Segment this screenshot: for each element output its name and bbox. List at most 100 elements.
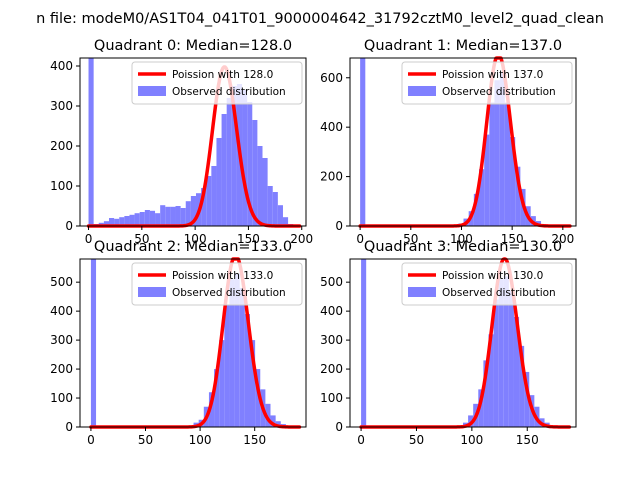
quadrant-2-ytick-label-4: 400 (50, 304, 73, 318)
quadrant-1-bin-9 (499, 72, 505, 226)
quadrant-3-bin-6 (483, 360, 489, 427)
quadrant-0-bin-0 (88, 58, 94, 226)
quadrant-0-bin-13 (155, 213, 161, 226)
quadrant-2-xtick-label-3: 150 (243, 433, 266, 447)
quadrant-0-bin-9 (134, 213, 140, 226)
quadrant-0-bin-7 (124, 216, 130, 226)
quadrant-3-xtick-label-3: 150 (516, 433, 539, 447)
quadrant-1-bin-0 (360, 58, 366, 226)
quadrant-1-chart: Quadrant 1: Median=137.0 0 50 100 150 200 0 200… (320, 38, 577, 246)
quadrant-3-axes-frame (349, 258, 577, 428)
quadrant-2-bin-6 (214, 369, 220, 427)
quadrant-3-title: Quadrant 3: Median=130.0 (364, 239, 562, 255)
quadrant-2-legend-box (131, 262, 303, 306)
quadrant-2-bin-9 (229, 279, 235, 427)
quadrant-0-bin-20 (190, 196, 196, 226)
quadrant-2-legend-model-label: Poission with 133.0 (172, 270, 273, 282)
quadrant-1-ytick-label-0: 0 (335, 219, 343, 233)
quadrant-2-bin-8 (224, 305, 230, 427)
quadrant-1-legend-model-label: Poission with 137.0 (442, 69, 543, 81)
quadrant-1-bin-10 (504, 102, 511, 226)
quadrant-1-title: Quadrant 1: Median=137.0 (364, 38, 562, 54)
quadrant-3-bin-10 (503, 276, 509, 427)
quadrant-1-bin-8 (494, 80, 500, 226)
quadrant-2-ytick-label-1: 100 (50, 391, 73, 405)
quadrant-1-legend-observed-swatch (408, 86, 436, 96)
quadrant-0-ytick-label-3: 300 (50, 99, 73, 113)
quadrant-1-bin-4 (473, 193, 480, 226)
quadrant-2-bin-11 (239, 287, 245, 427)
quadrant-3-bin-5 (478, 389, 484, 427)
quadrant-3-xtick-label-0: 0 (357, 433, 365, 447)
quadrant-0-ytick-label-4: 400 (50, 59, 73, 73)
quadrant-1-ytick-label-2: 400 (320, 120, 343, 134)
quadrant-3-bin-9 (498, 279, 504, 427)
quadrant-2-bin-18 (275, 421, 281, 427)
quadrant-3-bin-3 (468, 415, 474, 427)
quadrant-0-bin-37 (277, 205, 283, 226)
quadrant-0-xtick-label-0: 0 (85, 232, 93, 246)
quadrant-3-ytick-label-1: 100 (320, 391, 343, 405)
quadrant-3-chart: Quadrant 3: Median=130.0 0 50 100 150 0 100 200… (320, 239, 577, 447)
quadrant-0-bin-38 (282, 217, 289, 226)
quadrant-0-bin-16 (170, 206, 176, 226)
quadrant-0-bin-36 (272, 192, 278, 226)
quadrant-2-bin-12 (244, 314, 250, 427)
quadrant-0-axes-frame (79, 57, 307, 227)
quadrant-2-ytick-label-0: 0 (65, 420, 73, 434)
quadrant-0-bin-35 (267, 186, 273, 226)
quadrant-0-bin-25 (216, 138, 222, 226)
quadrant-3-ytick-label-2: 200 (320, 362, 343, 376)
quadrant-0-bin-17 (175, 206, 181, 226)
quadrant-2-legend-observed-label: Observed distribution (172, 287, 286, 299)
quadrant-0-xtick-label-1: 50 (134, 232, 149, 246)
quadrant-3-ytick-label-5: 500 (320, 275, 343, 289)
quadrant-0-bin-14 (160, 205, 166, 226)
quadrant-2-bin-16 (265, 403, 271, 427)
quadrant-1-xtick-label-0: 0 (356, 232, 364, 246)
quadrant-3-bin-0 (361, 259, 367, 427)
quadrant-0-legend-box (131, 61, 303, 105)
quadrant-1-bin-7 (489, 102, 495, 226)
quadrant-1-ytick-label-3: 600 (320, 71, 343, 85)
quadrant-3-xtick-label-2: 100 (460, 433, 483, 447)
quadrant-0-bin-33 (257, 146, 263, 226)
quadrant-1-legend-observed-label: Observed distribution (442, 86, 556, 98)
quadrant-0-ytick-label-1: 100 (50, 179, 73, 193)
quadrant-3-ytick-label-0: 0 (335, 420, 343, 434)
quadrant-2-axes-frame (79, 258, 307, 428)
quadrant-3-legend-box (401, 262, 573, 306)
quadrant-3-xtick-label-1: 50 (409, 433, 424, 447)
quadrant-0-bin-31 (247, 102, 253, 226)
quadrant-3-bin-13 (519, 345, 525, 427)
quadrant-0-ytick-label-0: 0 (65, 219, 73, 233)
quadrant-0-bin-26 (221, 114, 227, 226)
quadrant-0-bin-27 (226, 98, 232, 226)
quadrant-1-axes-frame (349, 57, 577, 227)
quadrant-3-ytick-label-4: 400 (320, 304, 343, 318)
quadrant-3-legend-observed-swatch (408, 287, 436, 297)
quadrant-3-bin-11 (508, 290, 514, 427)
quadrant-1-bin-11 (510, 137, 516, 226)
quadrant-3-bin-7 (488, 334, 494, 427)
quadrant-0-bin-28 (231, 86, 237, 226)
quadrant-2-bin-7 (219, 340, 225, 427)
quadrant-0-bin-12 (149, 210, 156, 226)
quadrant-1-xtick-label-4: 200 (551, 232, 574, 246)
quadrant-1-xtick-label-3: 150 (501, 232, 524, 246)
quadrant-0-xtick-label-3: 150 (237, 232, 260, 246)
quadrant-3-ytick-label-3: 300 (320, 333, 343, 347)
quadrant-0-bin-24 (211, 166, 217, 226)
quadrant-2-ytick-label-3: 300 (50, 333, 73, 347)
quadrant-1-bin-12 (515, 166, 521, 226)
quadrant-0-legend-model-label: Poission with 128.0 (172, 69, 273, 81)
quadrant-3-bin-14 (524, 371, 530, 427)
quadrant-3-bin-12 (513, 316, 520, 427)
quadrant-1-legend: Poission with 137.0 Observed distribution (401, 61, 573, 105)
quadrant-0-bin-15 (165, 206, 171, 226)
quadrant-2-bin-14 (255, 369, 261, 427)
quadrant-2-xtick-label-1: 50 (138, 433, 153, 447)
quadrant-0-bin-11 (144, 210, 150, 226)
quadrant-0-bin-22 (201, 188, 207, 226)
quadrant-2-ytick-label-5: 500 (50, 275, 73, 289)
